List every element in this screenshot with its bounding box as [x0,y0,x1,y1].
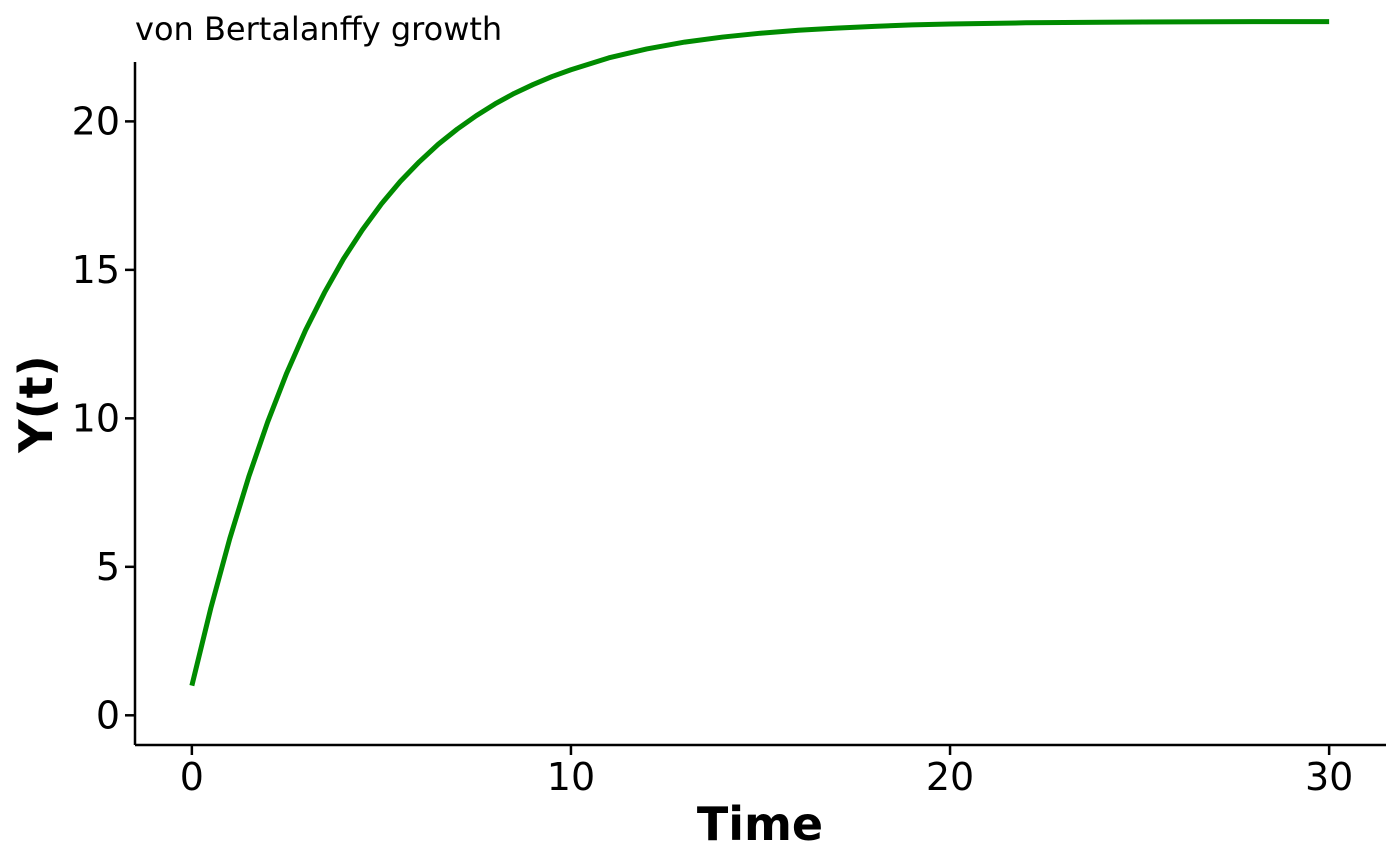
series-line [189,19,1330,687]
y-axis-title: Y(t) [9,355,63,453]
chart-title: von Bertalanffy growth [135,10,502,48]
y-axis-ticks: 0 5 10 15 20 [72,99,135,737]
y-tick-label: 15 [72,248,120,292]
y-tick-label: 20 [72,99,120,143]
y-tick-label: 0 [96,693,120,737]
x-tick-label: 0 [180,755,204,799]
x-axis-title: Time [697,797,823,851]
x-tick-label: 10 [547,755,595,799]
y-tick-label: 10 [72,396,120,440]
y-tick-label: 5 [96,545,120,589]
x-tick-label: 20 [926,755,974,799]
plot-series [189,19,1330,687]
x-tick-label: 30 [1305,755,1353,799]
x-axis-ticks: 0 10 20 30 [180,745,1353,799]
